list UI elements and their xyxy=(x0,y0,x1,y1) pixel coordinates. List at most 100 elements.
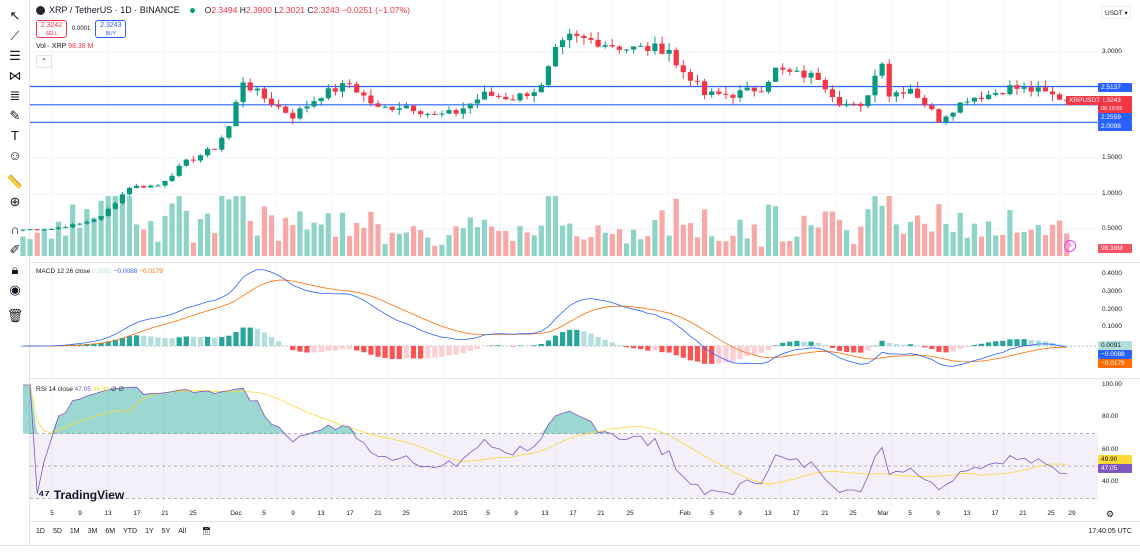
volume-bar xyxy=(574,236,580,256)
pane-divider[interactable] xyxy=(30,378,1140,379)
candle-body xyxy=(34,229,40,231)
macd-histogram-bar xyxy=(98,342,104,346)
volume-bar xyxy=(368,211,374,256)
fib-icon[interactable]: ≣ xyxy=(9,88,21,103)
trend-line-icon[interactable]: ⟋ xyxy=(10,28,20,43)
buy-button[interactable]: 2.3243 BUY xyxy=(95,20,127,38)
macd-histogram-bar xyxy=(148,336,154,346)
candle-body xyxy=(844,103,850,106)
macd-histogram-bar xyxy=(943,346,949,353)
macd-histogram-bar xyxy=(560,332,566,346)
period-6m[interactable]: 6M xyxy=(105,527,116,535)
volume-bar xyxy=(347,236,353,256)
ruler-icon[interactable]: 📏 xyxy=(6,174,24,189)
period-1d[interactable]: 1D xyxy=(36,527,45,535)
horizontal-lines-icon[interactable]: ☰ xyxy=(9,48,21,63)
volume-bar xyxy=(950,232,956,256)
level-tag: 2.2559 xyxy=(1098,113,1132,122)
volume-bar xyxy=(418,229,424,256)
brush-icon[interactable]: ✎ xyxy=(9,108,21,123)
collapse-legend-button[interactable]: ⌃ xyxy=(36,55,52,68)
macd-histogram-bar xyxy=(190,336,196,346)
pattern-icon[interactable]: ⋈ xyxy=(8,68,22,83)
volume-bar xyxy=(467,217,473,256)
clock[interactable]: 17:40:05 UTC xyxy=(1088,528,1132,535)
macd-histogram-bar xyxy=(744,346,750,357)
candle-body xyxy=(638,45,644,47)
period-ytd[interactable]: YTD xyxy=(123,527,138,535)
candle-body xyxy=(730,94,736,98)
macd-histogram-bar xyxy=(311,346,317,353)
text-icon[interactable]: T xyxy=(11,128,19,143)
magnet-icon[interactable]: ∩ xyxy=(10,222,20,237)
symbol-title[interactable]: XRP / TetherUS · 1D · BINANCE xyxy=(49,5,180,15)
volume-bar xyxy=(751,224,757,256)
volume-bar xyxy=(1035,225,1041,256)
time-tick: 5 xyxy=(50,510,54,517)
volume-legend[interactable]: Vol · XRP 98.38 M xyxy=(36,43,94,50)
period-1y[interactable]: 1Y xyxy=(145,527,154,535)
macd-histogram-bar xyxy=(1064,345,1070,347)
zoom-icon[interactable]: ⊕ xyxy=(9,194,21,209)
time-tick: Feb xyxy=(679,510,691,517)
period-3m[interactable]: 3M xyxy=(87,527,98,535)
candle-body xyxy=(829,89,835,98)
period-5d[interactable]: 5D xyxy=(52,527,62,535)
candle-body xyxy=(773,67,779,82)
macd-histogram-bar xyxy=(119,337,125,346)
candle-body xyxy=(27,229,33,231)
time-tick: 25 xyxy=(189,510,197,517)
candle-body xyxy=(169,175,175,182)
macd-histogram-bar xyxy=(808,341,814,346)
volume-bar xyxy=(162,216,168,256)
candle-body xyxy=(1057,94,1063,100)
lightning-icon[interactable]: ⚡︎ xyxy=(1064,240,1076,252)
candle-body xyxy=(432,113,438,115)
macd-histogram-bar xyxy=(773,345,779,346)
chart-canvas[interactable] xyxy=(0,0,1098,507)
candle-body xyxy=(247,82,253,91)
period-1m[interactable]: 1M xyxy=(69,527,80,535)
period-all[interactable]: All xyxy=(178,527,187,535)
eye-icon[interactable]: ◉ xyxy=(9,282,21,297)
rsi-legend[interactable]: RSI 14 close 47.05 49.90 ∅ ∅ xyxy=(36,386,124,393)
candle-body xyxy=(787,69,793,72)
candle-body xyxy=(545,66,551,86)
macd-histogram-bar xyxy=(481,346,488,347)
volume-bar xyxy=(765,204,772,256)
lock-icon[interactable]: 🔒︎ xyxy=(11,262,19,277)
macd-histogram-bar xyxy=(233,331,239,346)
macd-histogram-bar xyxy=(332,346,338,351)
volume-bar xyxy=(126,196,133,256)
volume-bar xyxy=(396,233,402,256)
sell-button[interactable]: 2.3242 SELL xyxy=(36,20,67,38)
candle-body xyxy=(922,97,928,106)
settings-icon[interactable]: ⚙ xyxy=(1106,509,1115,519)
go-to-date-icon[interactable]: 📅︎ xyxy=(202,528,211,535)
price-axis[interactable]: 3.0000 1.5000 1.0000 0.5000 2.5137 2.324… xyxy=(1098,0,1140,520)
time-tick: Mar xyxy=(877,510,889,517)
candle-body xyxy=(354,84,360,93)
macd-legend[interactable]: MACD 12 26 close 0.0091 −0.0088 −0.0179 xyxy=(36,268,163,275)
emoji-icon[interactable]: ☺ xyxy=(8,148,22,163)
time-tick: 2025 xyxy=(452,510,468,517)
candle-body xyxy=(439,113,445,115)
cursor-icon[interactable]: ↖ xyxy=(9,8,21,23)
macd-histogram-bar xyxy=(169,338,175,346)
macd-histogram-bar xyxy=(709,346,715,364)
currency-select[interactable]: USDT ▾ xyxy=(1101,6,1131,19)
candle-body xyxy=(680,65,686,73)
trash-icon[interactable]: 🗑︎ xyxy=(6,308,24,323)
candle-body xyxy=(631,46,637,50)
volume-bar xyxy=(801,215,807,256)
volume-bar xyxy=(631,229,637,256)
volume-bar xyxy=(872,196,878,256)
candle-body xyxy=(865,95,871,107)
pane-divider[interactable] xyxy=(30,262,1140,263)
volume-bar xyxy=(41,228,47,256)
time-axis[interactable]: 5 9 13 17 21 25 Dec 5 9 13 17 21 25 2025 5 9 13 17 21 25 Feb… xyxy=(30,507,1098,521)
period-5y[interactable]: 5Y xyxy=(161,527,171,535)
rsi-tick: 40.00 xyxy=(1102,478,1119,485)
macd-histogram-bar xyxy=(623,346,630,348)
lock-drawing-icon[interactable]: ✐ xyxy=(9,242,21,257)
